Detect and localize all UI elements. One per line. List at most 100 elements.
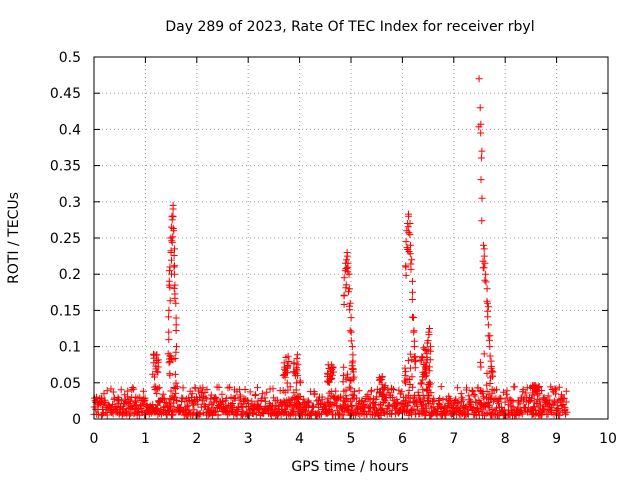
data-point	[165, 328, 173, 336]
data-point	[411, 357, 419, 365]
data-point	[348, 343, 356, 351]
data-point	[281, 388, 289, 396]
data-point	[478, 147, 486, 155]
data-point	[172, 379, 180, 387]
x-tick-label: 7	[449, 431, 458, 447]
data-point	[406, 350, 414, 358]
data-point	[481, 276, 489, 284]
data-point	[130, 410, 138, 418]
data-point	[172, 314, 180, 322]
data-point	[97, 395, 105, 403]
data-point	[497, 395, 505, 403]
data-point	[172, 327, 180, 334]
x-axis-label: GPS time / hours	[291, 459, 408, 475]
data-point	[417, 380, 425, 388]
data-point	[376, 388, 384, 396]
data-point	[439, 396, 447, 404]
data-point	[413, 402, 421, 410]
data-point	[290, 408, 298, 415]
data-point	[237, 393, 244, 401]
data-point	[477, 176, 485, 184]
data-point	[460, 401, 468, 409]
data-point	[488, 372, 496, 380]
data-point	[279, 371, 287, 379]
data-point	[378, 380, 386, 388]
data-point	[486, 343, 494, 351]
data-point	[408, 277, 416, 285]
data-point	[483, 369, 491, 377]
data-point	[109, 410, 117, 418]
data-point	[339, 411, 347, 419]
data-point	[338, 404, 346, 412]
data-point	[355, 387, 363, 395]
y-tick-label: 0.35	[50, 159, 81, 175]
data-point	[536, 397, 544, 405]
data-point	[215, 383, 223, 391]
data-point	[453, 399, 461, 406]
data-point	[325, 402, 333, 410]
data-point	[292, 386, 300, 394]
data-point	[402, 368, 410, 376]
data-point	[405, 229, 413, 237]
data-point	[167, 387, 175, 395]
data-point	[477, 154, 485, 162]
data-point	[324, 370, 332, 378]
data-point	[535, 387, 543, 394]
data-point	[474, 405, 481, 412]
data-point	[109, 388, 117, 396]
data-point	[488, 389, 496, 397]
data-point	[454, 384, 462, 392]
data-point	[165, 306, 173, 314]
data-point	[347, 328, 355, 336]
data-point	[170, 384, 178, 391]
data-point	[343, 264, 351, 272]
data-point	[393, 395, 401, 403]
data-point	[414, 406, 422, 414]
data-point	[496, 394, 504, 402]
data-point	[360, 401, 367, 408]
data-point	[346, 306, 354, 314]
data-point	[173, 397, 181, 405]
data-point	[171, 370, 179, 378]
x-tick-label: 5	[347, 431, 356, 447]
data-point	[166, 297, 174, 305]
data-point	[171, 281, 179, 289]
y-tick-label: 0.2	[59, 267, 81, 283]
y-tick-label: 0.05	[50, 376, 81, 392]
x-tick-label: 2	[192, 431, 201, 447]
chart-title: Day 289 of 2023, Rate Of TEC Index for r…	[165, 19, 534, 35]
data-point	[487, 374, 494, 382]
data-point	[480, 252, 488, 260]
y-tick-label: 0.4	[59, 122, 81, 138]
data-point	[483, 381, 491, 389]
data-point	[310, 402, 317, 410]
data-point	[241, 386, 249, 393]
data-point	[410, 328, 418, 336]
data-point	[402, 271, 410, 279]
data-point	[560, 394, 568, 402]
data-point	[159, 390, 167, 398]
data-point	[479, 387, 487, 395]
data-point	[522, 389, 530, 397]
data-point	[168, 402, 176, 410]
data-point	[242, 395, 250, 403]
data-point	[349, 357, 357, 365]
data-point	[269, 385, 277, 393]
data-point	[484, 299, 491, 307]
data-point	[410, 314, 417, 322]
data-point	[406, 220, 414, 227]
data-point	[324, 409, 332, 417]
data-point	[170, 270, 178, 278]
data-point	[345, 270, 353, 278]
data-point	[234, 405, 242, 413]
data-point	[170, 227, 178, 235]
data-point	[281, 373, 289, 381]
y-axis-label: ROTI / TECUs	[6, 192, 22, 284]
data-point	[347, 377, 355, 385]
data-point	[408, 356, 416, 364]
data-point	[416, 356, 424, 364]
data-point	[404, 391, 412, 399]
data-point	[294, 351, 302, 359]
data-point	[544, 392, 552, 400]
data-point	[169, 201, 177, 209]
